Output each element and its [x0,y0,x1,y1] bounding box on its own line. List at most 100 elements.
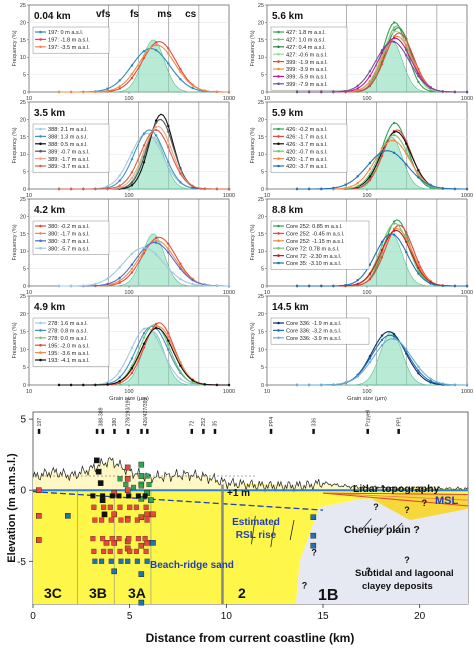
series-point [417,266,420,269]
series-point [417,172,420,175]
sample-square [117,504,123,510]
sample-square [36,537,42,543]
y-axis-label: Frequency (%) [250,30,256,66]
sample-square [107,548,113,554]
series-point [453,284,457,288]
x-tick-label: 10 [264,193,270,199]
series-point [154,241,158,244]
unit-2-label: 2 [238,585,246,601]
sample-square [138,461,145,468]
series-point [429,86,432,90]
panel-title: 0.04 km [34,11,71,22]
sample-square [109,493,115,499]
series-point [106,277,109,280]
legend-box [270,220,370,270]
question-mark: ? [404,555,410,565]
chenier-label: Chenier plain ? [344,524,420,536]
legend-label: 197: 0 m a.s.l. [48,30,84,36]
legend-label: 380: -0.2 m a.s.l. [48,224,90,230]
series-point [405,44,408,47]
legend-label: 388: 2.1 m a.s.l. [48,127,88,133]
core-marker [101,428,105,434]
series-point [368,167,372,171]
series-point [130,176,134,180]
core-label: 252 [201,418,207,427]
sample-square [109,536,115,542]
series-point [307,90,311,94]
series-point [368,84,372,87]
series-point [380,57,384,60]
series-point [344,186,347,190]
legend-label: 278: 0.0 m a.s.l. [48,336,88,342]
series-point [118,186,121,189]
y-tick-label: 5 [261,267,264,273]
sample-square [117,548,123,554]
y-tick-label: 5 [261,170,264,176]
cross-section-chart: 197 388-389 380 278/193/195 426/427/399 72 252… [6,398,469,645]
legend-label: 197: -3.5 m a.s.l. [48,45,90,51]
sample-square [108,558,114,564]
series-point [191,282,194,286]
series-point [154,128,158,132]
series-point [167,140,170,143]
y-tick-label: 0 [261,284,264,290]
series-point [392,36,396,40]
series-point [295,383,299,387]
series-point [106,87,109,90]
series-point [118,174,121,177]
legend-marker [39,246,42,250]
series-point [368,278,372,281]
legend-marker [277,232,280,235]
sample-square [108,517,114,523]
series-point [82,90,85,94]
sample-square [127,548,133,554]
x-tick-label: 10 [26,389,32,395]
section-y-tick-label: -5 [17,557,26,568]
y-tick-label: 10 [20,152,26,158]
series-point [368,70,372,73]
series-point [191,184,194,188]
y-tick-label: 0 [261,90,264,96]
legend-box [32,220,110,255]
x-tick-label: 10 [26,290,32,296]
legend-marker [277,45,280,49]
series-point [179,67,182,71]
series-point [130,271,134,274]
core-label: 380 [112,418,118,427]
legend-box [270,317,370,345]
series-point [405,142,408,145]
sample-square [101,548,107,554]
core-marker [126,428,130,434]
series-point [380,154,384,158]
section-axes: 0 5 10 15 20 5 0 -5 [17,415,426,622]
series-point [167,130,170,133]
series-point [203,89,206,92]
series-point [441,284,444,287]
series-point [154,43,158,47]
panel-title: 5.6 km [272,11,303,22]
x-tick-label: 100 [362,96,371,102]
legend-marker [39,224,42,228]
series-point [392,333,396,336]
sample-square [126,493,132,499]
series-point [392,121,396,125]
legend-marker [39,127,42,131]
series-point [142,336,146,339]
series-point [154,326,158,330]
core-marker [95,428,99,434]
sample-square [310,514,317,520]
series-point [154,236,158,240]
series-point [356,175,359,178]
series-point [380,51,384,55]
series-point [154,41,158,44]
series-point [130,151,134,154]
series-point [417,365,420,368]
unit-3a-label: 3A [128,585,146,601]
legend-label: Core 35: -3.10 m a.s.l. [286,261,342,267]
series-point [154,121,158,124]
sample-square [135,493,141,499]
legend-marker [39,343,42,347]
series-point [295,187,299,191]
sample-square [142,536,148,542]
section-x-label: Distance from current coastline (km) [146,631,355,645]
